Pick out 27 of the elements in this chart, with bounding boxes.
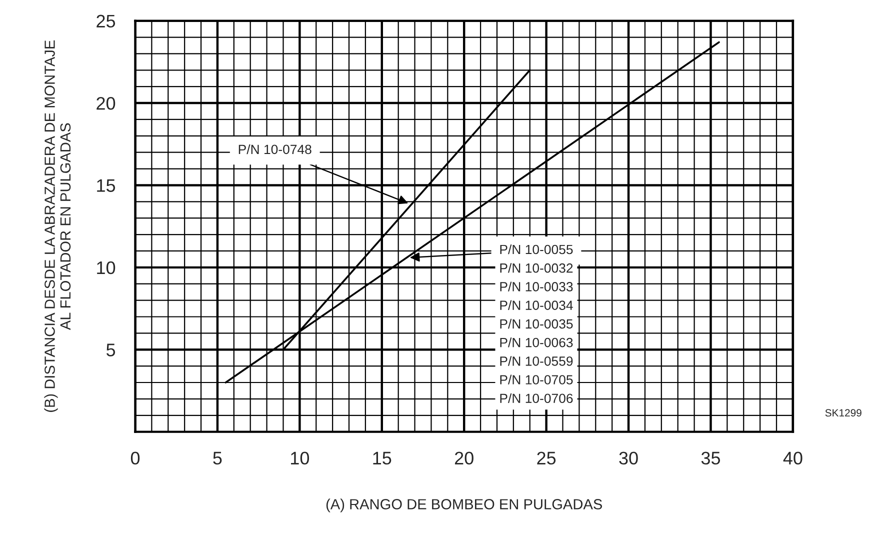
x-axis-title: (A) RANGO DE BOMBEO EN PULGADAS (326, 498, 602, 512)
y-tick-label: 25 (96, 14, 116, 28)
annotation: P/N 10-0035 (500, 318, 573, 329)
annotation: P/N 10-0055 (500, 244, 573, 254)
y-tick-label: 15 (97, 179, 116, 192)
annotation: P/N 10-0705 (500, 374, 573, 384)
x-tick-label: 10 (291, 452, 310, 465)
y-tick-label: 10 (97, 261, 116, 274)
annotation: P/N 10-0559 (500, 356, 573, 366)
text: SK1299 (825, 409, 862, 417)
annotation: P/N 10-0706 (500, 393, 573, 404)
annotation: P/N 10-0063 (500, 338, 573, 348)
x-tick-label: 5 (213, 452, 222, 465)
x-tick-label: 25 (537, 452, 556, 465)
x-tick-label: 15 (373, 452, 392, 465)
y-axis-title: (B) DISTANCIA DESDE LA ABRAZADERA DE MONTAJE AL FLOTADOR EN PULGADAS (44, 40, 71, 412)
x-tick-label: 35 (701, 452, 720, 465)
annotation: P/N 10-0032 (500, 263, 573, 273)
x-tick-label: 0 (130, 452, 140, 465)
annotation: P/N 10-0034 (500, 300, 573, 310)
x-tick-label: 40 (783, 452, 802, 465)
annotation: P/N 10-0033 (500, 282, 573, 292)
annotation: P/N 10-0748 (238, 144, 312, 154)
x-tick-label: 30 (619, 452, 638, 465)
x-tick-label: 20 (454, 452, 474, 465)
y-tick-label: 5 (106, 344, 116, 356)
y-tick-label: 20 (96, 96, 116, 110)
